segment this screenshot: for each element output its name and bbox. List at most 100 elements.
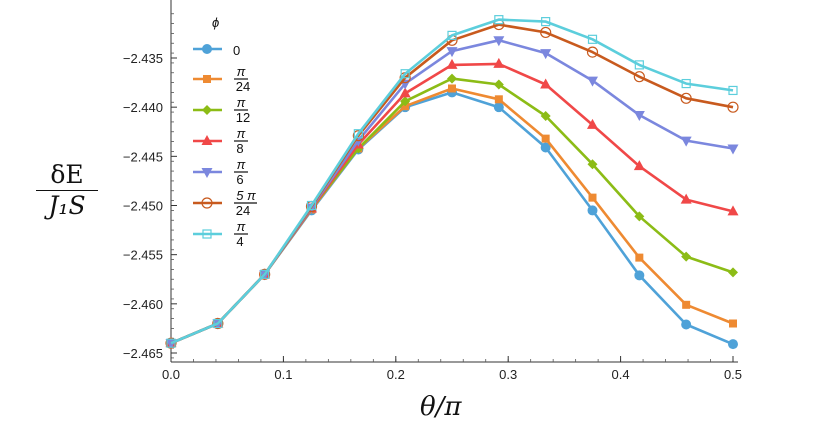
legend-label-denominator: 8 <box>236 141 243 156</box>
data-point <box>633 71 645 83</box>
data-point <box>540 78 552 89</box>
data-point <box>166 338 176 348</box>
data-point <box>353 129 363 139</box>
legend-title: ϕ <box>212 15 219 30</box>
data-point <box>260 269 270 279</box>
y-tick-label: −2.455 <box>123 248 163 263</box>
legend-marker <box>201 168 213 178</box>
legend-label-numerator: π <box>237 157 246 172</box>
x-tick-label: 0.2 <box>387 367 405 382</box>
data-point <box>494 15 504 25</box>
legend-label-numerator: 5 π <box>236 188 256 203</box>
data-point <box>587 34 598 44</box>
data-point <box>540 49 552 60</box>
data-point <box>493 57 505 68</box>
data-point <box>400 69 410 79</box>
data-point <box>446 58 458 69</box>
data-point <box>493 36 505 47</box>
data-point <box>587 205 598 216</box>
data-point <box>400 96 411 107</box>
x-tick-label: 0.4 <box>612 367 630 382</box>
data-point <box>727 205 739 216</box>
legend-item: π6 <box>193 157 248 187</box>
series-line <box>170 77 734 345</box>
data-point <box>540 111 551 122</box>
data-point <box>634 270 645 281</box>
data-point <box>682 300 691 309</box>
data-point <box>634 211 645 222</box>
data-point <box>727 144 739 155</box>
data-point <box>681 78 691 89</box>
legend-label-denominator: 24 <box>236 203 250 218</box>
y-tick-label: −2.445 <box>123 149 163 164</box>
data-point <box>633 160 645 171</box>
y-tick-label: −2.465 <box>123 346 163 361</box>
legend-item: π4 <box>193 219 248 249</box>
data-point <box>588 193 597 202</box>
data-point <box>633 111 645 122</box>
data-point <box>587 159 598 170</box>
data-point <box>680 136 692 147</box>
data-point <box>680 193 692 204</box>
data-point <box>540 26 552 39</box>
x-tick-label: 0.0 <box>162 367 180 382</box>
legend-item: 0 <box>193 43 240 58</box>
legend-marker <box>201 135 213 145</box>
data-point <box>165 337 177 349</box>
data-point <box>494 95 503 104</box>
data-point <box>587 76 598 87</box>
series-1 <box>167 84 737 348</box>
x-axis-label: θ/π <box>420 392 462 422</box>
data-point <box>446 47 458 58</box>
series-6 <box>166 15 738 348</box>
legend-marker <box>201 197 213 209</box>
data-point <box>352 130 364 142</box>
data-point <box>729 319 737 328</box>
y-axis-label: δE J₁S <box>36 160 98 220</box>
data-point <box>541 17 551 27</box>
series-0 <box>166 87 738 350</box>
legend-label: 0 <box>233 43 240 58</box>
legend-label-denominator: 6 <box>236 172 243 187</box>
x-tick-label: 0.3 <box>499 367 517 382</box>
legend-label-numerator: π <box>237 126 246 141</box>
legend-item: π24 <box>193 64 250 94</box>
data-point <box>447 73 457 84</box>
data-point <box>727 101 739 113</box>
data-point <box>213 318 223 329</box>
series-2 <box>166 73 738 349</box>
data-point <box>447 30 457 40</box>
legend-marker <box>202 105 212 115</box>
data-point <box>728 85 738 96</box>
data-point <box>728 267 738 278</box>
legend-marker <box>202 229 212 239</box>
axes: −2.435 −2.440 −2.445 −2.450 −2.455 −2.460 −2.4… <box>123 0 742 382</box>
legend-label-numerator: π <box>237 219 246 234</box>
data-point <box>306 200 317 211</box>
data-point <box>540 142 551 153</box>
data-point <box>587 118 598 129</box>
legend-label-numerator: π <box>237 95 246 110</box>
series-line <box>170 23 734 345</box>
data-point <box>681 251 692 262</box>
data-point <box>541 134 550 143</box>
legend-item: 5 π24 <box>193 188 257 218</box>
data-point <box>212 317 224 330</box>
data-point <box>586 46 599 58</box>
series-line <box>170 91 734 346</box>
series-line <box>170 87 734 345</box>
data-point <box>493 102 504 113</box>
legend-label-denominator: 4 <box>236 234 243 249</box>
legend-label-denominator: 12 <box>236 110 250 125</box>
data-point <box>259 268 271 280</box>
data-point <box>680 92 692 104</box>
y-tick-label: −2.435 <box>123 51 163 66</box>
legend-marker <box>202 44 212 54</box>
data-point <box>448 84 456 93</box>
legend-item: π12 <box>193 95 250 125</box>
data-point <box>493 79 504 90</box>
x-tick-label: 0.1 <box>274 367 292 382</box>
y-tick-label: −2.460 <box>123 297 163 312</box>
series-line <box>170 18 734 345</box>
